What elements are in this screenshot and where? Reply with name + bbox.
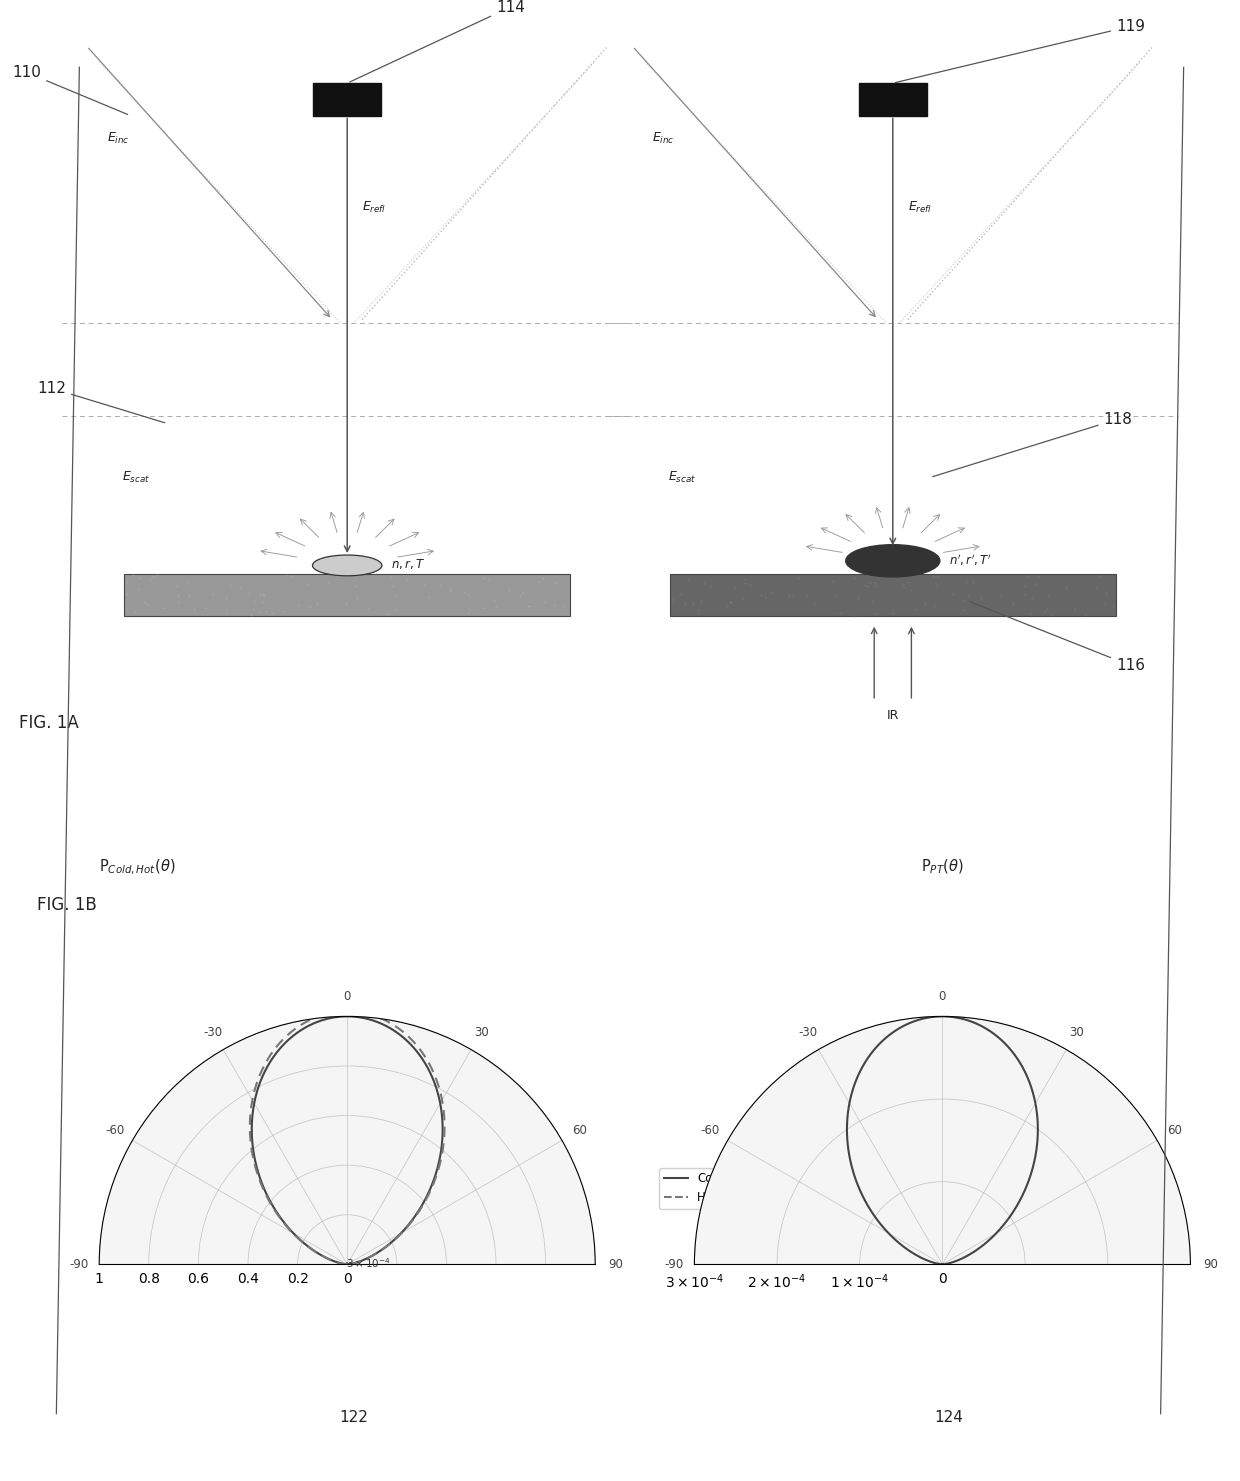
- Hot: [294, 1016, 309, 1034]
- Text: $E_{refl}$: $E_{refl}$: [362, 200, 387, 215]
- Cold: [340, 1256, 355, 1274]
- Line: Hot: Hot: [249, 1012, 445, 1265]
- Hot: [340, 1256, 355, 1274]
- Cold: [417, 1192, 432, 1210]
- Hot: [436, 1111, 451, 1129]
- Hot: [410, 1203, 425, 1220]
- Title: P$_{PT}$($\theta$): P$_{PT}$($\theta$): [921, 857, 963, 877]
- Bar: [858, 83, 926, 116]
- Ellipse shape: [846, 545, 940, 578]
- Text: 118: 118: [932, 412, 1132, 477]
- Bar: [670, 573, 1116, 616]
- Text: $E_{scat}$: $E_{scat}$: [668, 469, 696, 484]
- Text: FIG. 1B: FIG. 1B: [37, 896, 97, 914]
- Text: $3\times10^{-4}$: $3\times10^{-4}$: [346, 1256, 391, 1269]
- Hot: [316, 1247, 331, 1265]
- Text: 112: 112: [37, 381, 165, 422]
- Hot: [340, 1256, 355, 1274]
- Text: $E_{inc}$: $E_{inc}$: [107, 132, 129, 147]
- Text: $E_{refl}$: $E_{refl}$: [908, 200, 932, 215]
- Text: FIG. 1A: FIG. 1A: [19, 714, 78, 732]
- Text: $n, r, T$: $n, r, T$: [391, 557, 425, 572]
- Text: $E_{scat}$: $E_{scat}$: [123, 469, 150, 484]
- Cold: [435, 1114, 450, 1131]
- Hot: [419, 1191, 434, 1208]
- Hot: [272, 1035, 286, 1053]
- Cold: [340, 1007, 355, 1025]
- Cold: [316, 1247, 331, 1265]
- Text: 119: 119: [895, 19, 1145, 83]
- Legend: Cold, Hot: Cold, Hot: [660, 1167, 728, 1208]
- Text: 124: 124: [934, 1410, 963, 1425]
- Text: 114: 114: [350, 0, 525, 81]
- Bar: [124, 573, 570, 616]
- Text: 110: 110: [12, 65, 128, 114]
- Hot: [340, 1003, 355, 1020]
- Cold: [295, 1020, 310, 1038]
- Text: P$_{Cold,Hot}$($\theta$): P$_{Cold,Hot}$($\theta$): [99, 857, 176, 877]
- Text: IR: IR: [887, 708, 899, 721]
- Ellipse shape: [312, 555, 382, 576]
- Line: Cold: Cold: [252, 1016, 443, 1265]
- Bar: [312, 83, 382, 116]
- Text: $n', r', T'$: $n', r', T'$: [949, 552, 992, 567]
- Cold: [409, 1204, 424, 1222]
- Cold: [340, 1256, 355, 1274]
- Text: 116: 116: [970, 601, 1145, 672]
- Text: 122: 122: [339, 1410, 368, 1425]
- Text: $E_{inc}$: $E_{inc}$: [652, 132, 675, 147]
- Cold: [273, 1040, 288, 1057]
